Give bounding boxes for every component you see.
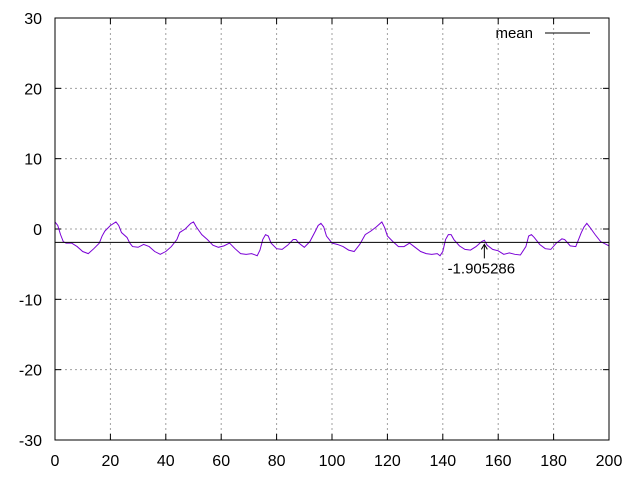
legend-label-mean: mean <box>495 25 533 42</box>
y-tick-label: 10 <box>24 152 42 169</box>
annotation-label: -1.905286 <box>448 260 516 277</box>
x-tick-label: 200 <box>596 453 623 470</box>
plot-frame <box>54 17 610 441</box>
x-tick-label: 120 <box>374 453 401 470</box>
grid-lines <box>55 18 609 440</box>
x-tick-label: 80 <box>268 453 286 470</box>
series-layer <box>54 221 610 257</box>
series-line <box>54 221 610 257</box>
x-tick-label: 160 <box>485 453 512 470</box>
y-tick-label: -30 <box>19 433 42 450</box>
x-tick-label: 140 <box>429 453 456 470</box>
x-tick-label: 60 <box>212 453 230 470</box>
x-tick-label: 20 <box>102 453 120 470</box>
x-tick-label: 40 <box>157 453 175 470</box>
x-tick-label: 0 <box>51 453 60 470</box>
mean-annotation: -1.905286 <box>448 243 516 277</box>
y-tick-label: 30 <box>24 11 42 28</box>
legend: mean <box>495 25 590 42</box>
y-tick-label: 0 <box>33 222 42 239</box>
x-tick-label: 180 <box>540 453 567 470</box>
y-tick-label: -10 <box>19 292 42 309</box>
y-axis-ticks: -30 -20 -10 0 10 20 30 <box>19 11 609 450</box>
y-tick-label: 20 <box>24 81 42 98</box>
y-tick-label: -20 <box>19 363 42 380</box>
annotation-arrowhead <box>480 243 488 250</box>
x-tick-label: 100 <box>319 453 346 470</box>
